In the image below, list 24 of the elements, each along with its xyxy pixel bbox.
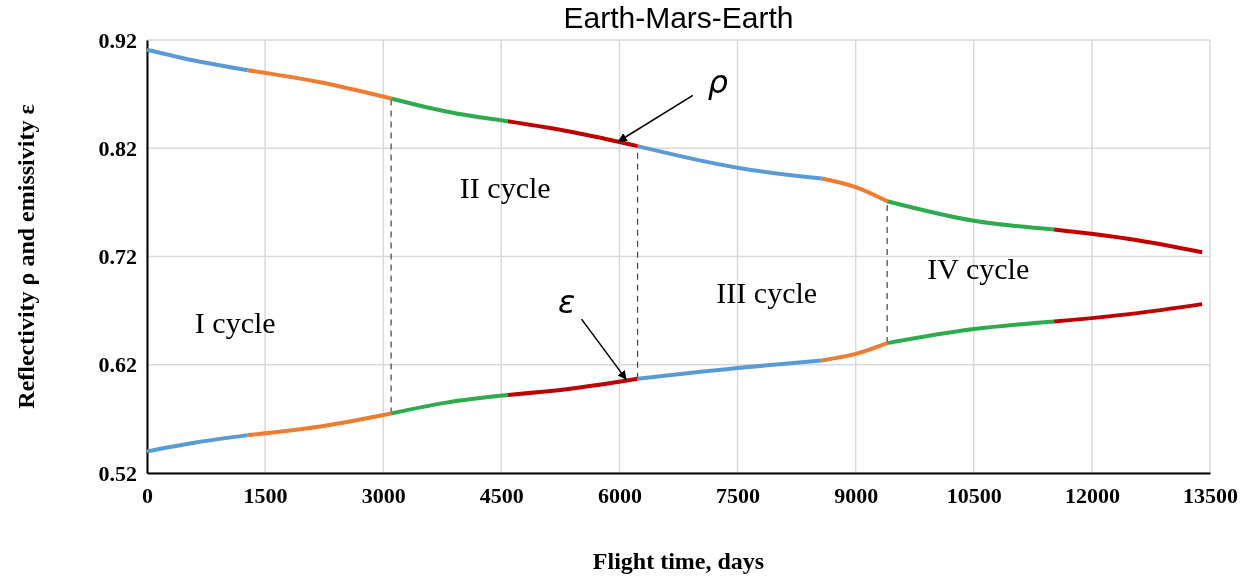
x-tick-label: 7500 — [716, 482, 761, 508]
y-tick-label: 0.62 — [98, 352, 137, 378]
x-tick-label: 3000 — [361, 482, 406, 508]
annotation: IV cycle — [927, 251, 1030, 285]
y-tick-label: 0.72 — [98, 244, 137, 270]
x-tick-label: 1500 — [243, 482, 288, 508]
x-tick-label: 0 — [142, 482, 153, 508]
annotation: II cycle — [459, 171, 551, 205]
x-tick-label: 6000 — [597, 482, 642, 508]
x-axis-title: Flight time, days — [592, 548, 765, 574]
x-tick-label: 12000 — [1064, 482, 1120, 508]
annotation: III cycle — [716, 276, 818, 310]
annotation: ε — [557, 282, 576, 321]
y-tick-label: 0.92 — [98, 27, 137, 53]
x-tick-label: 13500 — [1183, 482, 1238, 508]
y-axis-title: Reflectivity ρ and emissivity ε — [13, 104, 39, 409]
x-tick-label: 10500 — [946, 482, 1002, 508]
chart-title: Earth-Mars-Earth — [563, 1, 794, 34]
x-tick-label: 4500 — [479, 482, 524, 508]
y-tick-label: 0.52 — [98, 460, 137, 486]
annotation: ρ — [707, 62, 729, 101]
x-tick-label: 9000 — [834, 482, 879, 508]
annotation: I cycle — [194, 305, 276, 339]
y-tick-label: 0.82 — [98, 135, 137, 161]
